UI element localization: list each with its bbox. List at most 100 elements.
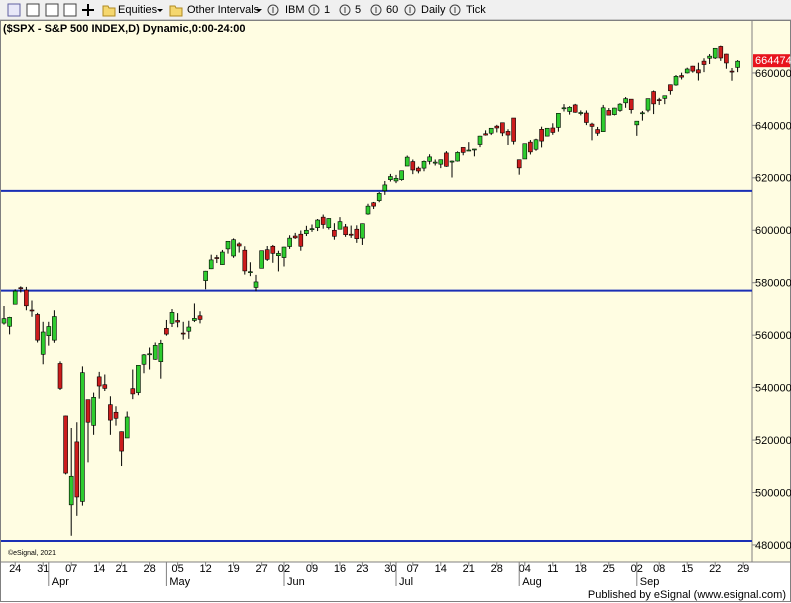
x-tick-label: 19 bbox=[227, 563, 239, 575]
candle-body bbox=[696, 69, 701, 74]
candle-body bbox=[712, 47, 718, 59]
candle-body bbox=[539, 129, 544, 142]
candle-body bbox=[141, 354, 147, 365]
candle-body bbox=[500, 122, 505, 134]
candle-body bbox=[707, 55, 712, 59]
month-label: Jun bbox=[287, 576, 305, 588]
candle-body bbox=[343, 226, 348, 236]
candle-body bbox=[214, 257, 220, 259]
candle-body bbox=[225, 240, 231, 250]
candle-body bbox=[242, 249, 248, 272]
footer: Published by eSignal (www.esignal.com) bbox=[588, 589, 786, 601]
candle-body bbox=[656, 99, 662, 101]
y-tick-label: 480000 bbox=[755, 540, 791, 552]
candle-body bbox=[192, 318, 197, 321]
x-tick-label: 14 bbox=[435, 563, 447, 575]
button[interactable]: Tick bbox=[466, 4, 486, 16]
candle-body bbox=[220, 251, 225, 265]
x-tick-label: 08 bbox=[653, 563, 665, 575]
candle-body bbox=[516, 159, 522, 169]
candle-body bbox=[449, 160, 455, 163]
candle-body bbox=[371, 202, 376, 207]
folder-icon[interactable] bbox=[169, 5, 183, 17]
candle-body bbox=[270, 245, 276, 254]
candle-body bbox=[332, 229, 337, 237]
y-tick-label: 580000 bbox=[755, 278, 791, 290]
candle-body bbox=[119, 431, 124, 452]
button[interactable]: IBM bbox=[285, 4, 305, 16]
x-tick-label: 23 bbox=[356, 563, 368, 575]
candle-body bbox=[164, 328, 169, 335]
candle-body bbox=[326, 218, 332, 228]
candle-body bbox=[729, 70, 735, 73]
candle-body bbox=[628, 98, 634, 110]
candle-body bbox=[18, 287, 24, 290]
candle-body bbox=[376, 192, 382, 201]
y-tick-label: 600000 bbox=[755, 225, 791, 237]
x-tick-label: 12 bbox=[199, 563, 211, 575]
candle-body bbox=[12, 290, 18, 305]
candle-body bbox=[421, 160, 427, 169]
candle-body bbox=[360, 223, 365, 239]
button[interactable]: 60 bbox=[386, 4, 398, 16]
x-tick-label: 07 bbox=[407, 563, 419, 575]
x-tick-label: 27 bbox=[255, 563, 267, 575]
candle-body bbox=[304, 229, 309, 234]
candle-body bbox=[147, 353, 152, 356]
candle-body bbox=[180, 332, 186, 335]
candle-body bbox=[494, 125, 500, 129]
candle-body bbox=[455, 152, 460, 162]
candle-body bbox=[130, 388, 136, 395]
x-tick-label: 21 bbox=[463, 563, 475, 575]
icon[interactable] bbox=[7, 3, 21, 17]
candle-body bbox=[85, 399, 91, 423]
candle-body bbox=[550, 127, 556, 133]
icon[interactable] bbox=[45, 3, 59, 17]
candle-body bbox=[253, 281, 259, 288]
candle-body bbox=[203, 270, 208, 281]
y-tick-label: 500000 bbox=[755, 487, 791, 499]
candle-body bbox=[556, 113, 561, 128]
candle-body bbox=[158, 342, 164, 362]
candle-body bbox=[416, 167, 421, 172]
candle-body bbox=[606, 110, 612, 116]
y-tick-label: 660000 bbox=[755, 68, 791, 80]
x-tick-label: 30 bbox=[384, 563, 396, 575]
candle-body bbox=[673, 76, 679, 86]
candle-body bbox=[572, 104, 578, 113]
button[interactable]: Daily bbox=[421, 4, 446, 16]
month-label: Jul bbox=[399, 576, 413, 588]
candle-body bbox=[29, 309, 35, 312]
x-tick-label: 18 bbox=[575, 563, 587, 575]
candle-body bbox=[488, 127, 494, 134]
candle-body bbox=[393, 178, 399, 182]
candle-body bbox=[718, 46, 724, 59]
candle-body bbox=[197, 315, 203, 320]
candle-body bbox=[102, 384, 108, 389]
candle-body bbox=[735, 60, 740, 68]
candle-body bbox=[46, 326, 52, 336]
menu[interactable]: Equities bbox=[118, 4, 158, 16]
icon[interactable] bbox=[63, 3, 77, 17]
button[interactable]: 5 bbox=[355, 4, 361, 16]
x-tick-label: 24 bbox=[9, 563, 21, 575]
candle-body bbox=[427, 156, 432, 162]
candle-body bbox=[152, 345, 158, 360]
menu[interactable]: Other Intervals bbox=[187, 4, 260, 16]
y-tick-label: 560000 bbox=[755, 330, 791, 342]
x-tick-label: 14 bbox=[93, 563, 105, 575]
candle-body bbox=[124, 416, 130, 439]
candle-body bbox=[186, 326, 192, 332]
x-tick-label: 21 bbox=[115, 563, 127, 575]
candle-body bbox=[595, 129, 600, 134]
button[interactable]: 1 bbox=[324, 4, 330, 16]
candle-body bbox=[236, 243, 242, 247]
folder-icon[interactable] bbox=[102, 5, 116, 17]
candle-body bbox=[169, 312, 175, 324]
x-tick-label: 25 bbox=[603, 563, 615, 575]
add-icon[interactable] bbox=[82, 4, 94, 16]
x-tick-label: 28 bbox=[491, 563, 503, 575]
candle-body bbox=[617, 103, 623, 111]
icon[interactable] bbox=[26, 3, 40, 17]
